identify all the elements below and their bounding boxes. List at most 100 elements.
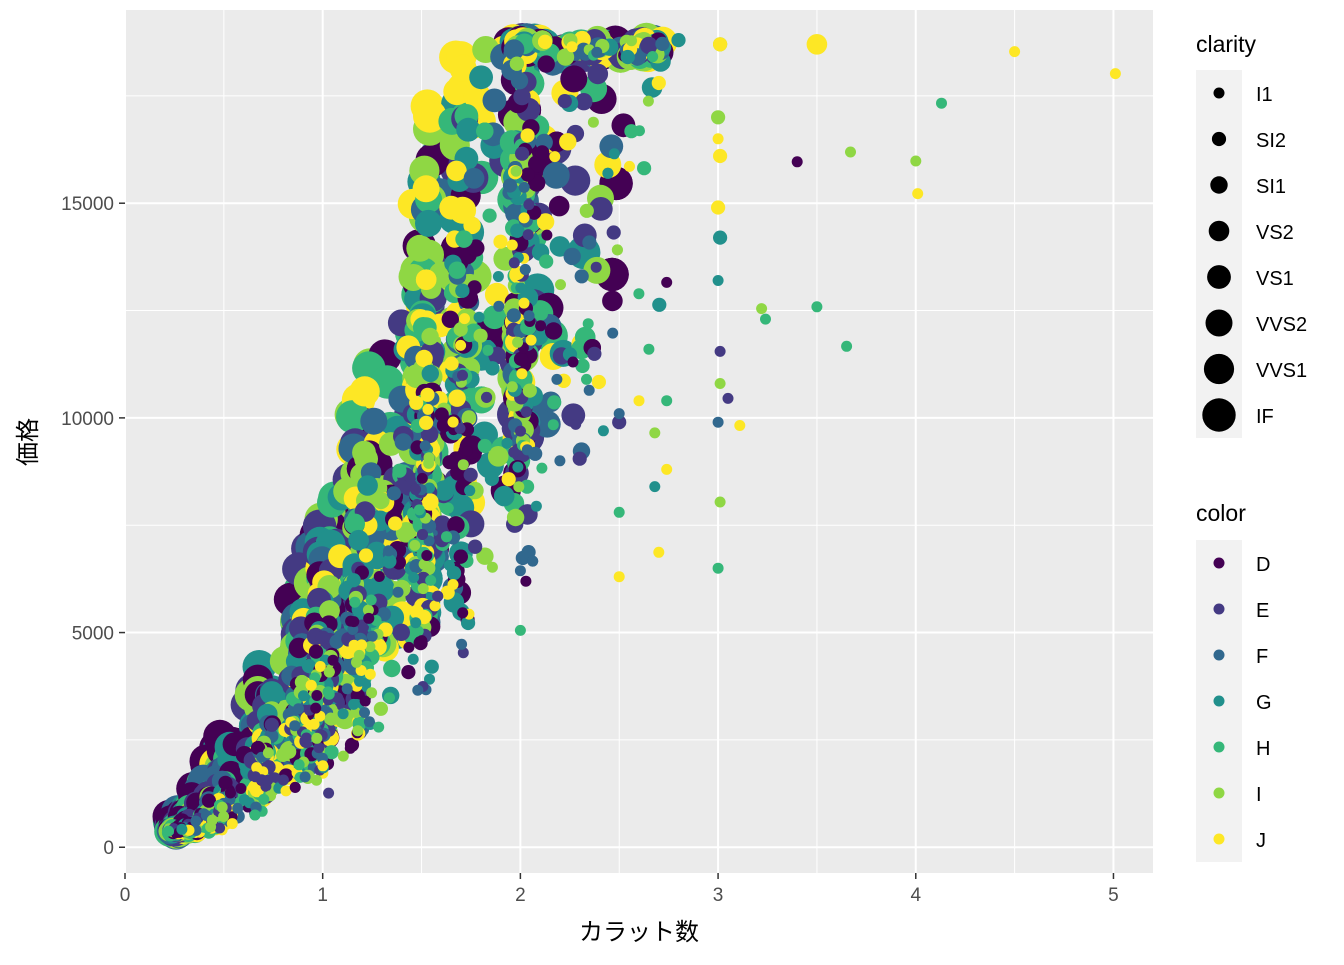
color-legend-label: F: [1256, 646, 1268, 668]
cloud-point: [567, 356, 579, 368]
cloud-point: [201, 793, 216, 808]
cloud-point: [510, 223, 525, 238]
y-axis-label: 価格: [15, 418, 42, 466]
cloud-point: [575, 358, 590, 373]
cloud-point: [515, 146, 530, 161]
cloud-point: [447, 579, 459, 590]
cloud-point: [424, 659, 439, 674]
cloud-point: [353, 649, 365, 661]
data-point: [714, 345, 726, 357]
data-point: [649, 481, 661, 493]
cloud-point: [433, 515, 452, 533]
data-point: [554, 455, 566, 467]
cloud-point: [315, 630, 330, 645]
cloud-point: [448, 261, 466, 279]
cloud-point: [587, 116, 599, 128]
color-legend-key: [1213, 833, 1225, 845]
cloud-point: [463, 168, 485, 189]
cloud-point: [506, 308, 521, 323]
cloud-point: [538, 34, 553, 50]
cloud-point: [655, 36, 670, 52]
cloud-point: [408, 572, 420, 583]
data-point: [722, 392, 734, 404]
cloud-point: [190, 815, 202, 827]
cloud-point: [515, 425, 526, 437]
cloud-point: [289, 720, 301, 732]
cloud-point: [433, 480, 455, 501]
cloud-point: [313, 742, 325, 754]
cloud-point: [518, 181, 530, 193]
color-legend-label: D: [1256, 554, 1270, 576]
cloud-point: [176, 823, 188, 835]
cloud-point: [503, 39, 525, 60]
cloud-point: [512, 461, 524, 473]
cloud-point: [542, 161, 570, 189]
color-legend-key: [1213, 649, 1225, 661]
cloud-point: [484, 471, 499, 486]
cloud-point: [456, 117, 481, 142]
cloud-point: [373, 721, 385, 733]
cloud-point: [461, 615, 476, 631]
clarity-legend-label: SI2: [1256, 130, 1286, 152]
color-legend-key: [1213, 741, 1225, 753]
color-legend-label: G: [1256, 692, 1272, 714]
cloud-point: [510, 165, 522, 177]
data-point: [811, 301, 823, 313]
cloud-point: [626, 35, 637, 47]
clarity-legend-label: I1: [1256, 84, 1273, 106]
cloud-point: [432, 590, 444, 602]
cloud-point: [520, 575, 532, 587]
cloud-point: [520, 128, 535, 143]
cloud-point: [520, 406, 532, 418]
cloud-point: [412, 175, 440, 203]
cloud-point: [620, 49, 635, 65]
cloud-point: [415, 209, 442, 237]
cloud-point: [429, 600, 441, 612]
data-point: [713, 148, 728, 164]
clarity-legend-label: SI1: [1256, 176, 1286, 198]
cloud-point: [293, 759, 305, 771]
cloud-point: [300, 732, 312, 744]
cloud-point: [216, 801, 228, 813]
cloud-point: [522, 229, 534, 241]
cloud-point: [383, 692, 395, 704]
cloud-point: [508, 257, 520, 269]
data-point: [613, 506, 625, 518]
data-point: [633, 395, 645, 407]
cloud-point: [388, 516, 403, 531]
data-point: [613, 408, 625, 420]
cloud-point: [314, 661, 326, 672]
cloud-point: [421, 493, 439, 511]
cloud-point: [509, 56, 524, 71]
cloud-point: [476, 547, 494, 565]
cloud-point: [410, 617, 422, 629]
cloud-point: [218, 775, 233, 790]
cloud-point: [647, 51, 659, 63]
cloud-point: [355, 665, 367, 676]
cloud-point: [453, 322, 468, 337]
color-legend-label: E: [1256, 600, 1269, 622]
cloud-point: [235, 783, 247, 794]
y-tick-label: 5000: [72, 624, 114, 645]
data-point: [714, 496, 726, 508]
cloud-point: [587, 346, 602, 361]
cloud-point: [319, 600, 340, 621]
x-tick-label: 0: [120, 885, 131, 906]
cloud-point: [218, 811, 230, 822]
cloud-point: [352, 725, 364, 737]
data-point: [1109, 68, 1121, 80]
cloud-point: [588, 197, 613, 221]
cloud-point: [560, 65, 588, 93]
cloud-point: [563, 247, 581, 266]
cloud-point: [364, 641, 376, 653]
color-legend-items: D E F G H I J: [1213, 554, 1272, 852]
data-point: [712, 133, 724, 145]
cloud-point: [506, 381, 518, 393]
x-tick-label: 5: [1108, 885, 1119, 906]
clarity-legend-label: VVS2: [1256, 314, 1307, 336]
data-point: [712, 562, 724, 574]
cloud-point: [446, 160, 467, 182]
cloud-point: [249, 809, 261, 821]
clarity-legend-key: [1202, 398, 1236, 432]
cloud-point: [455, 339, 467, 351]
